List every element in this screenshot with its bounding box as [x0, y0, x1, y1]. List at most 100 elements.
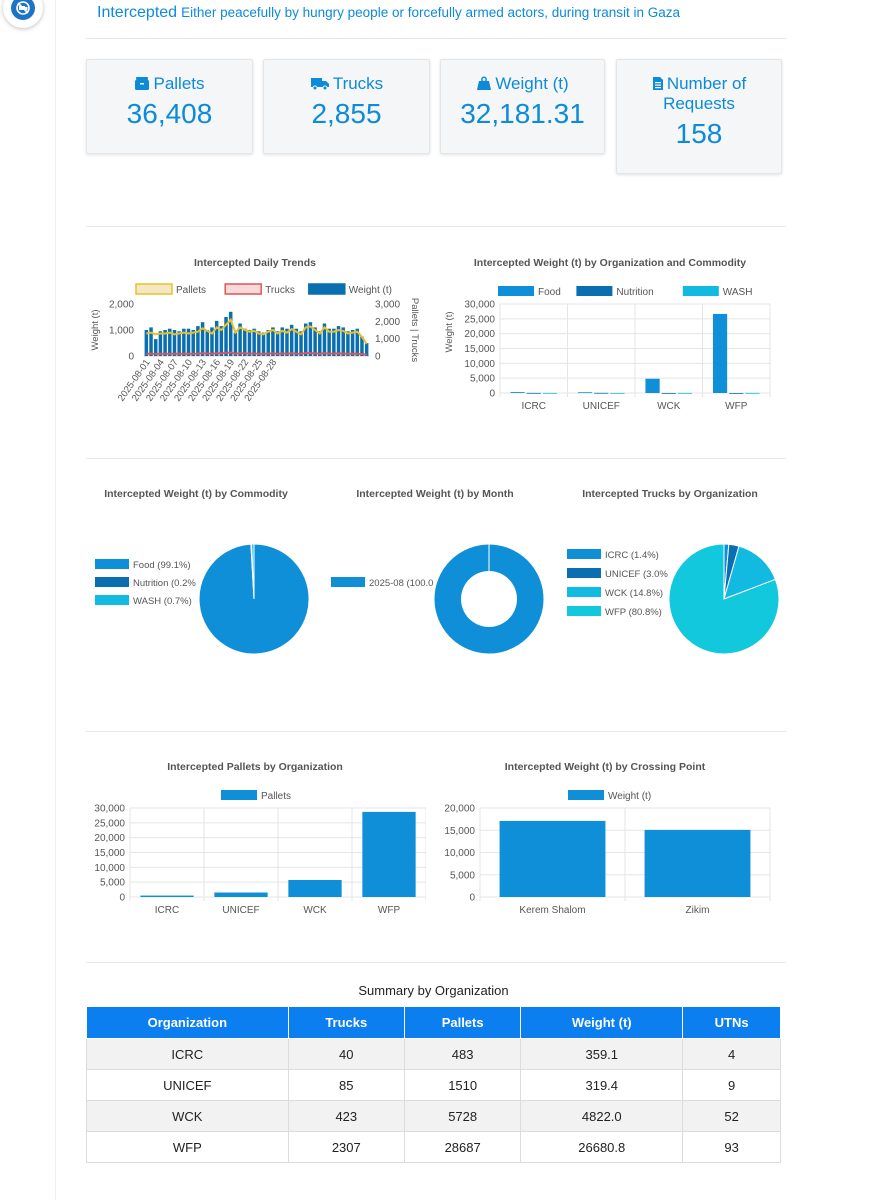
weight-bar [247, 330, 252, 356]
weight-bar [332, 328, 336, 356]
weight-bar [158, 331, 163, 356]
section-header: Intercepted Either peacefully by hungry p… [97, 4, 797, 22]
y-tick-label: 15,000 [464, 344, 495, 355]
weight-bar [200, 322, 205, 356]
bar-food [510, 392, 525, 393]
y-tick-label: 20,000 [464, 329, 495, 340]
weight-bar [243, 328, 247, 356]
weight-bar [182, 328, 186, 356]
weight-bar [219, 326, 224, 356]
table-cell: 2307 [287, 1131, 405, 1163]
weight-bar [228, 311, 233, 356]
weight-bar [257, 331, 261, 356]
table-cell: 93 [682, 1131, 781, 1163]
table-row: ICRC 40 483 359.1 4 [86, 1038, 781, 1070]
y-tick-label: 20,000 [444, 804, 475, 815]
chart-title-trucks-org: Intercepted Trucks by Organization [582, 488, 758, 500]
bar [644, 829, 751, 897]
column-header[interactable]: Organization [86, 1006, 289, 1039]
bar-food [645, 378, 660, 393]
divider [86, 38, 786, 39]
org-commodity-chart: Food Nutrition WASH Weight (t) 30,000 25,000 2… [444, 286, 771, 412]
weight-bar [205, 330, 210, 356]
table-cell: ICRC [86, 1038, 289, 1070]
bar-nutrition [526, 392, 541, 394]
app-logo-button[interactable] [3, 0, 43, 28]
weight-bar [341, 327, 345, 356]
legend-label: Weight (t) [349, 285, 392, 296]
bar-wash [677, 392, 693, 394]
chart-title-daily: Intercepted Daily Trends [194, 257, 316, 269]
weight-icon [477, 76, 492, 90]
table-cell: 483 [403, 1038, 522, 1070]
bar-nutrition [661, 393, 676, 394]
y-tick-label: 1,000 [109, 326, 134, 337]
y-tick-label: 5,000 [450, 870, 475, 881]
y-tick-label: 15,000 [444, 826, 475, 837]
stat-label: Number of Requests [663, 74, 747, 113]
weight-bar [327, 328, 331, 356]
table-row: UNICEF 85 1510 319.4 9 [86, 1069, 781, 1101]
y2-tick-label: 0 [375, 352, 381, 363]
column-header[interactable]: Pallets [403, 1006, 522, 1039]
y-tick-label: 5,000 [100, 878, 125, 889]
stat-card-trucks: Trucks 2,855 [263, 59, 430, 154]
legend-label: WASH [723, 287, 753, 298]
weight-bar [168, 328, 172, 356]
bar-nutrition [594, 392, 609, 394]
table-cell: 40 [287, 1038, 405, 1070]
table-cell: 423 [287, 1100, 405, 1132]
stat-card-pallets: Pallets 36,408 [86, 59, 253, 154]
table-cell: 4 [682, 1038, 781, 1070]
y-tick-label: 20,000 [94, 833, 125, 844]
table-cell: 26680.8 [520, 1131, 684, 1163]
table-cell: UNICEF [86, 1069, 289, 1101]
y-axis-label: Weight (t) [90, 309, 101, 350]
weight-bar [196, 326, 200, 356]
weight-bar [318, 331, 322, 356]
bar-nutrition [729, 393, 744, 394]
legend-swatch [682, 286, 719, 296]
legend-label: Nutrition (0.2% [133, 578, 196, 589]
weight-bar [364, 343, 369, 356]
weight-bar [355, 328, 360, 356]
column-header[interactable]: Trucks [287, 1006, 405, 1039]
bar [288, 880, 342, 897]
x-tick-label: WCK [657, 401, 681, 412]
legend-swatch [567, 549, 601, 559]
column-header[interactable]: Weight (t) [520, 1006, 684, 1039]
legend-label: Weight (t) [608, 791, 651, 802]
section-title: Intercepted [97, 4, 178, 21]
table-cell: 52 [682, 1100, 781, 1132]
x-tick-label: ICRC [155, 905, 179, 916]
weight-bar [177, 331, 181, 356]
stat-label: Weight (t) [495, 74, 569, 93]
weight-bar [233, 332, 238, 356]
column-header[interactable]: UTNs [682, 1006, 781, 1039]
table-cell: 319.4 [520, 1069, 684, 1101]
legend-label: UNICEF (3.0% [605, 569, 668, 580]
legend-swatch [567, 587, 601, 597]
legend-swatch [95, 559, 129, 569]
table-cell: 9 [682, 1069, 781, 1101]
weight-bar [299, 331, 303, 356]
y2-tick-label: 2,000 [375, 317, 400, 328]
weight-bar [163, 330, 167, 356]
y2-tick-label: 3,000 [375, 300, 400, 311]
x-tick-label: Zikim [686, 905, 710, 916]
stat-value: 36,408 [126, 98, 213, 129]
bar-food [577, 392, 593, 394]
weight-bar [322, 323, 327, 356]
box-icon [135, 77, 150, 90]
y-tick-label: 0 [119, 893, 125, 904]
weight-bar [271, 327, 275, 356]
legend-label: WASH (0.7%) [133, 596, 192, 607]
weight-bar [210, 327, 214, 356]
weight-bar [144, 330, 149, 356]
weight-bar [252, 328, 256, 356]
pie-slice [723, 545, 777, 600]
month-doughnut-chart: 2025-08 (100.0 [331, 543, 545, 655]
legend-swatch [576, 286, 613, 296]
legend-label: Pallets [261, 791, 291, 802]
pallets-org-chart: Pallets 30,000 25,000 20,000 15,000 10,000 5,0… [94, 790, 426, 916]
